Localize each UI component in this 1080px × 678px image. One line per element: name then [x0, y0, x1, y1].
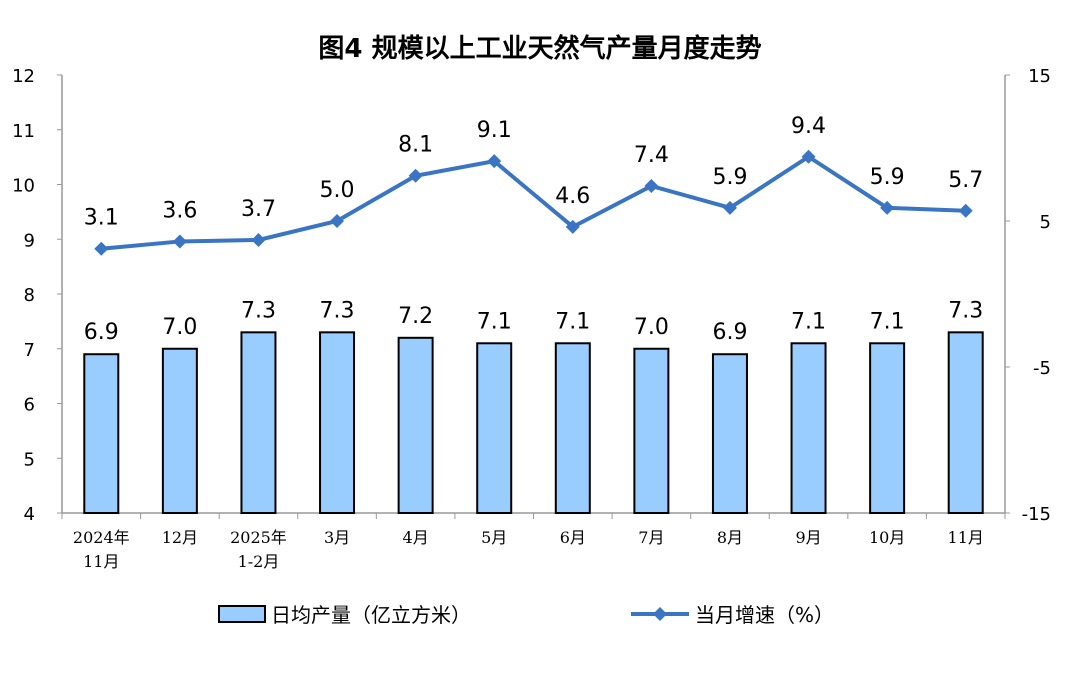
- left-tick-label: 6: [24, 395, 35, 416]
- bar-data-label: 7.3: [948, 298, 983, 323]
- x-tick-label: 11月: [948, 528, 984, 547]
- left-tick-label: 5: [24, 449, 35, 470]
- left-tick-label: 8: [24, 285, 35, 306]
- line-data-label: 3.7: [241, 197, 276, 222]
- left-tick-label: 4: [24, 504, 35, 525]
- bar: [240, 331, 277, 515]
- line-point: [801, 149, 816, 164]
- line-data-label: 8.1: [398, 133, 433, 158]
- bar: [397, 336, 434, 514]
- line-point: [408, 168, 423, 183]
- chart-title: 图4 规模以上工业天然气产量月度走势: [318, 33, 761, 64]
- x-tick-label: 6月: [560, 528, 586, 547]
- left-tick-label: 7: [24, 340, 35, 361]
- line-point: [330, 214, 345, 228]
- legend-line-marker: [653, 607, 667, 621]
- line-point: [94, 241, 109, 256]
- line-data-label: 5.9: [712, 165, 747, 190]
- bar-data-label: 7.3: [320, 298, 355, 323]
- bar: [161, 347, 198, 514]
- bar-data-label: 7.1: [870, 309, 905, 334]
- line-point: [251, 232, 266, 247]
- line-data-label: 9.4: [791, 114, 826, 139]
- bar-data-label: 7.1: [555, 309, 590, 334]
- x-tick-label: 9月: [795, 528, 821, 547]
- x-tick-label: 10月: [869, 528, 905, 547]
- line-point: [172, 234, 187, 249]
- line-point: [880, 200, 895, 215]
- bar-data-label: 7.0: [634, 315, 669, 340]
- left-tick-label: 9: [24, 230, 35, 251]
- right-tick-label: 15: [1028, 66, 1051, 87]
- bar: [476, 342, 513, 514]
- line-point: [565, 219, 580, 234]
- bar: [319, 331, 356, 515]
- line-data-label: 4.6: [555, 184, 590, 209]
- line-data-label: 5.7: [948, 168, 983, 193]
- bar-data-label: 7.1: [477, 309, 512, 334]
- legend-bar-swatch: [218, 605, 266, 623]
- bar: [633, 347, 670, 514]
- x-tick-label: 12月: [162, 528, 198, 547]
- x-tick-label: 11月: [83, 552, 119, 571]
- line-point: [487, 154, 502, 169]
- bar-data-label: 7.3: [241, 298, 276, 323]
- x-tick-label: 4月: [403, 528, 429, 547]
- bar: [554, 342, 591, 514]
- right-tick-label: -15: [1022, 504, 1051, 525]
- x-tick-label: 3月: [324, 528, 350, 547]
- bar: [790, 342, 827, 514]
- bar: [83, 353, 120, 514]
- bar: [869, 342, 906, 514]
- x-tick-label: 7月: [638, 528, 664, 547]
- bar-data-label: 7.1: [791, 309, 826, 334]
- line-point: [958, 203, 973, 218]
- line-data-label: 9.1: [477, 118, 512, 143]
- x-tick-label: 5月: [481, 528, 507, 547]
- legend-line-label: 当月增速（%）: [695, 603, 834, 627]
- bar-data-label: 6.9: [712, 320, 747, 345]
- x-tick-label: 2025年: [230, 528, 287, 547]
- line-data-label: 7.4: [634, 143, 669, 168]
- line-data-label: 3.1: [84, 206, 119, 231]
- line-point: [722, 200, 737, 215]
- bar: [947, 331, 984, 515]
- line-data-label: 3.6: [162, 198, 197, 223]
- x-tick-label: 2024年: [73, 528, 130, 547]
- left-tick-label: 12: [12, 66, 35, 87]
- bar: [711, 353, 748, 514]
- bar-data-label: 7.0: [162, 315, 197, 340]
- line-data-label: 5.0: [320, 178, 355, 203]
- bar-data-label: 6.9: [84, 320, 119, 345]
- bar-data-label: 7.2: [398, 304, 433, 329]
- right-tick-label: -5: [1033, 358, 1051, 379]
- right-tick-label: 5: [1040, 212, 1051, 233]
- left-tick-label: 10: [12, 176, 35, 197]
- growth-line: [101, 154, 966, 251]
- x-tick-label: 8月: [717, 528, 743, 547]
- line-point: [644, 178, 659, 193]
- left-tick-label: 11: [12, 121, 35, 142]
- line-data-label: 5.9: [870, 165, 905, 190]
- legend-bar-label: 日均产量（亿立方米）: [271, 603, 471, 627]
- x-tick-label: 1-2月: [238, 552, 280, 571]
